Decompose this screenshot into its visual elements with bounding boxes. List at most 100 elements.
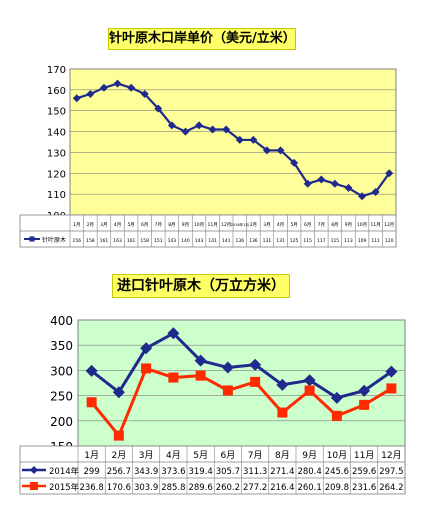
chart2-y-tick-label: 250 xyxy=(50,390,73,404)
chart1-point xyxy=(195,121,204,130)
chart2-table-value: 264.2 xyxy=(379,483,403,493)
chart2-table-value: 280.4 xyxy=(297,467,321,477)
chart2-table-value: 285.8 xyxy=(161,483,185,493)
chart1-y-tick-label: 120 xyxy=(47,169,66,180)
chart2-table-value: 209.8 xyxy=(325,483,349,493)
chart1-point xyxy=(140,90,149,99)
chart2-plot-area xyxy=(77,319,406,447)
chart1-x-category-label: 1月 xyxy=(73,222,80,228)
chart2-y-tick-label: 400 xyxy=(50,314,73,328)
chart1-x-category-label: 2月 xyxy=(87,222,94,228)
chart1-x-category-label: 10月 xyxy=(357,222,367,228)
chart1-table-value: 161 xyxy=(127,238,136,244)
chart2-table-value: 245.6 xyxy=(325,467,349,477)
chart1-y-tick-label: 150 xyxy=(47,107,66,118)
chart1-point xyxy=(276,146,285,155)
chart2-table-value: 297.5 xyxy=(379,467,403,477)
chart1-plot-area xyxy=(69,68,397,216)
chart2-point xyxy=(195,370,206,381)
chart1-table-value: 111 xyxy=(371,238,380,244)
chart2-point xyxy=(386,383,397,394)
chart2-table-value: 216.4 xyxy=(270,483,294,493)
chart1-table-value: 158 xyxy=(86,238,95,244)
chart2-point xyxy=(85,364,98,377)
chart1-point xyxy=(262,146,271,155)
chart1-table-value: 120 xyxy=(385,238,394,244)
chart1-point xyxy=(99,83,108,92)
chart2-x-category-label: 6月 xyxy=(221,450,236,461)
chart1-x-category-label: 3月 xyxy=(100,222,107,228)
chart1-table-value: 161 xyxy=(100,238,109,244)
chart2-y-tick-label: 200 xyxy=(50,415,73,429)
chart2-x-category-label: 5月 xyxy=(193,450,208,461)
chart2-point xyxy=(277,407,288,418)
chart1-x-category-label: 7月 xyxy=(155,222,162,228)
chart2-point xyxy=(385,365,398,378)
chart2-table-value: 170.6 xyxy=(107,483,131,493)
chart1-table-value: 125 xyxy=(290,238,299,244)
chart2-point xyxy=(141,363,152,374)
chart1-table-value: 136 xyxy=(235,238,244,244)
chart1-x-category-label: 4月 xyxy=(114,222,121,228)
chart2-point xyxy=(330,391,343,404)
chart2-table-value: 277.2 xyxy=(243,483,267,493)
chart2-point xyxy=(86,397,97,408)
chart2-legend-label: 2015年 xyxy=(49,482,80,493)
chart1-x-category-label: 11月 xyxy=(208,222,218,228)
chart2-title: 进口针叶原木（万立方米） xyxy=(112,274,290,298)
chart1-point xyxy=(371,188,380,197)
chart1-x-category-label: 8月 xyxy=(331,222,338,228)
chart1-x-category-label: 6月 xyxy=(304,222,311,228)
chart1-point xyxy=(385,169,394,178)
chart1-x-category-label: 9月 xyxy=(182,222,189,228)
chart2-data-table xyxy=(19,445,406,495)
chart1-table-value: 141 xyxy=(208,238,217,244)
chart2-point xyxy=(276,378,289,391)
chart2-x-category-label: 10月 xyxy=(327,450,347,461)
chart1-y-tick-label: 160 xyxy=(47,86,66,97)
chart2-table-value: 289.6 xyxy=(188,483,212,493)
chart1-table-value: 131 xyxy=(276,238,285,244)
chart1-x-category-label: 12月 xyxy=(384,222,394,228)
chart2-x-category-label: 1月 xyxy=(84,450,99,461)
chart2-table-value: 299 xyxy=(84,467,100,477)
chart1-point xyxy=(127,83,136,92)
chart1-x-category-label: 11月 xyxy=(371,222,381,228)
chart1-x-category-label: 6月 xyxy=(141,222,148,228)
chart2-point xyxy=(113,430,124,441)
chart1-x-category-label: 5月 xyxy=(127,222,134,228)
chart1-point xyxy=(344,183,353,192)
chart1-table-value: 136 xyxy=(249,238,258,244)
chart2-table-value: 260.2 xyxy=(216,483,240,493)
chart1-x-category-label: 3月 xyxy=(263,222,270,228)
chart2-x-category-label: 3月 xyxy=(139,450,154,461)
chart2-table-value: 256.7 xyxy=(107,467,131,477)
chart1-legend-label: 针叶原木 xyxy=(42,236,66,244)
chart1-table-value: 115 xyxy=(331,238,340,244)
chart1-point xyxy=(290,158,299,167)
chart1-point xyxy=(181,127,190,136)
chart1-table-value: 158 xyxy=(140,238,149,244)
chart2-table-value: 311.3 xyxy=(243,467,267,477)
chart2-table-value: 303.9 xyxy=(134,483,158,493)
chart1-table-value: 117 xyxy=(317,238,326,244)
chart1-x-category-label: 10月 xyxy=(194,222,204,228)
chart2-point xyxy=(194,354,207,367)
chart2-table-value: 271.4 xyxy=(270,467,294,477)
chart1-x-category-label: 4月 xyxy=(277,222,284,228)
chart1-table-value: 163 xyxy=(113,238,122,244)
chart1-table-value: 113 xyxy=(344,238,353,244)
chart2-y-tick-label: 300 xyxy=(50,364,73,378)
chart1-x-category-label: 2016年1月 xyxy=(230,222,249,227)
chart1-point xyxy=(167,121,176,130)
chart1-x-category-label: 12月 xyxy=(221,222,231,228)
chart1-x-category-label: 9月 xyxy=(345,222,352,228)
chart2-x-category-label: 9月 xyxy=(302,450,317,461)
chart1-point xyxy=(72,94,81,103)
chart1-table-value: 156 xyxy=(72,238,81,244)
chart1-point xyxy=(235,135,244,144)
chart1-point xyxy=(358,192,367,201)
chart1-y-tick-label: 110 xyxy=(47,190,66,201)
chart1-point xyxy=(113,79,122,88)
